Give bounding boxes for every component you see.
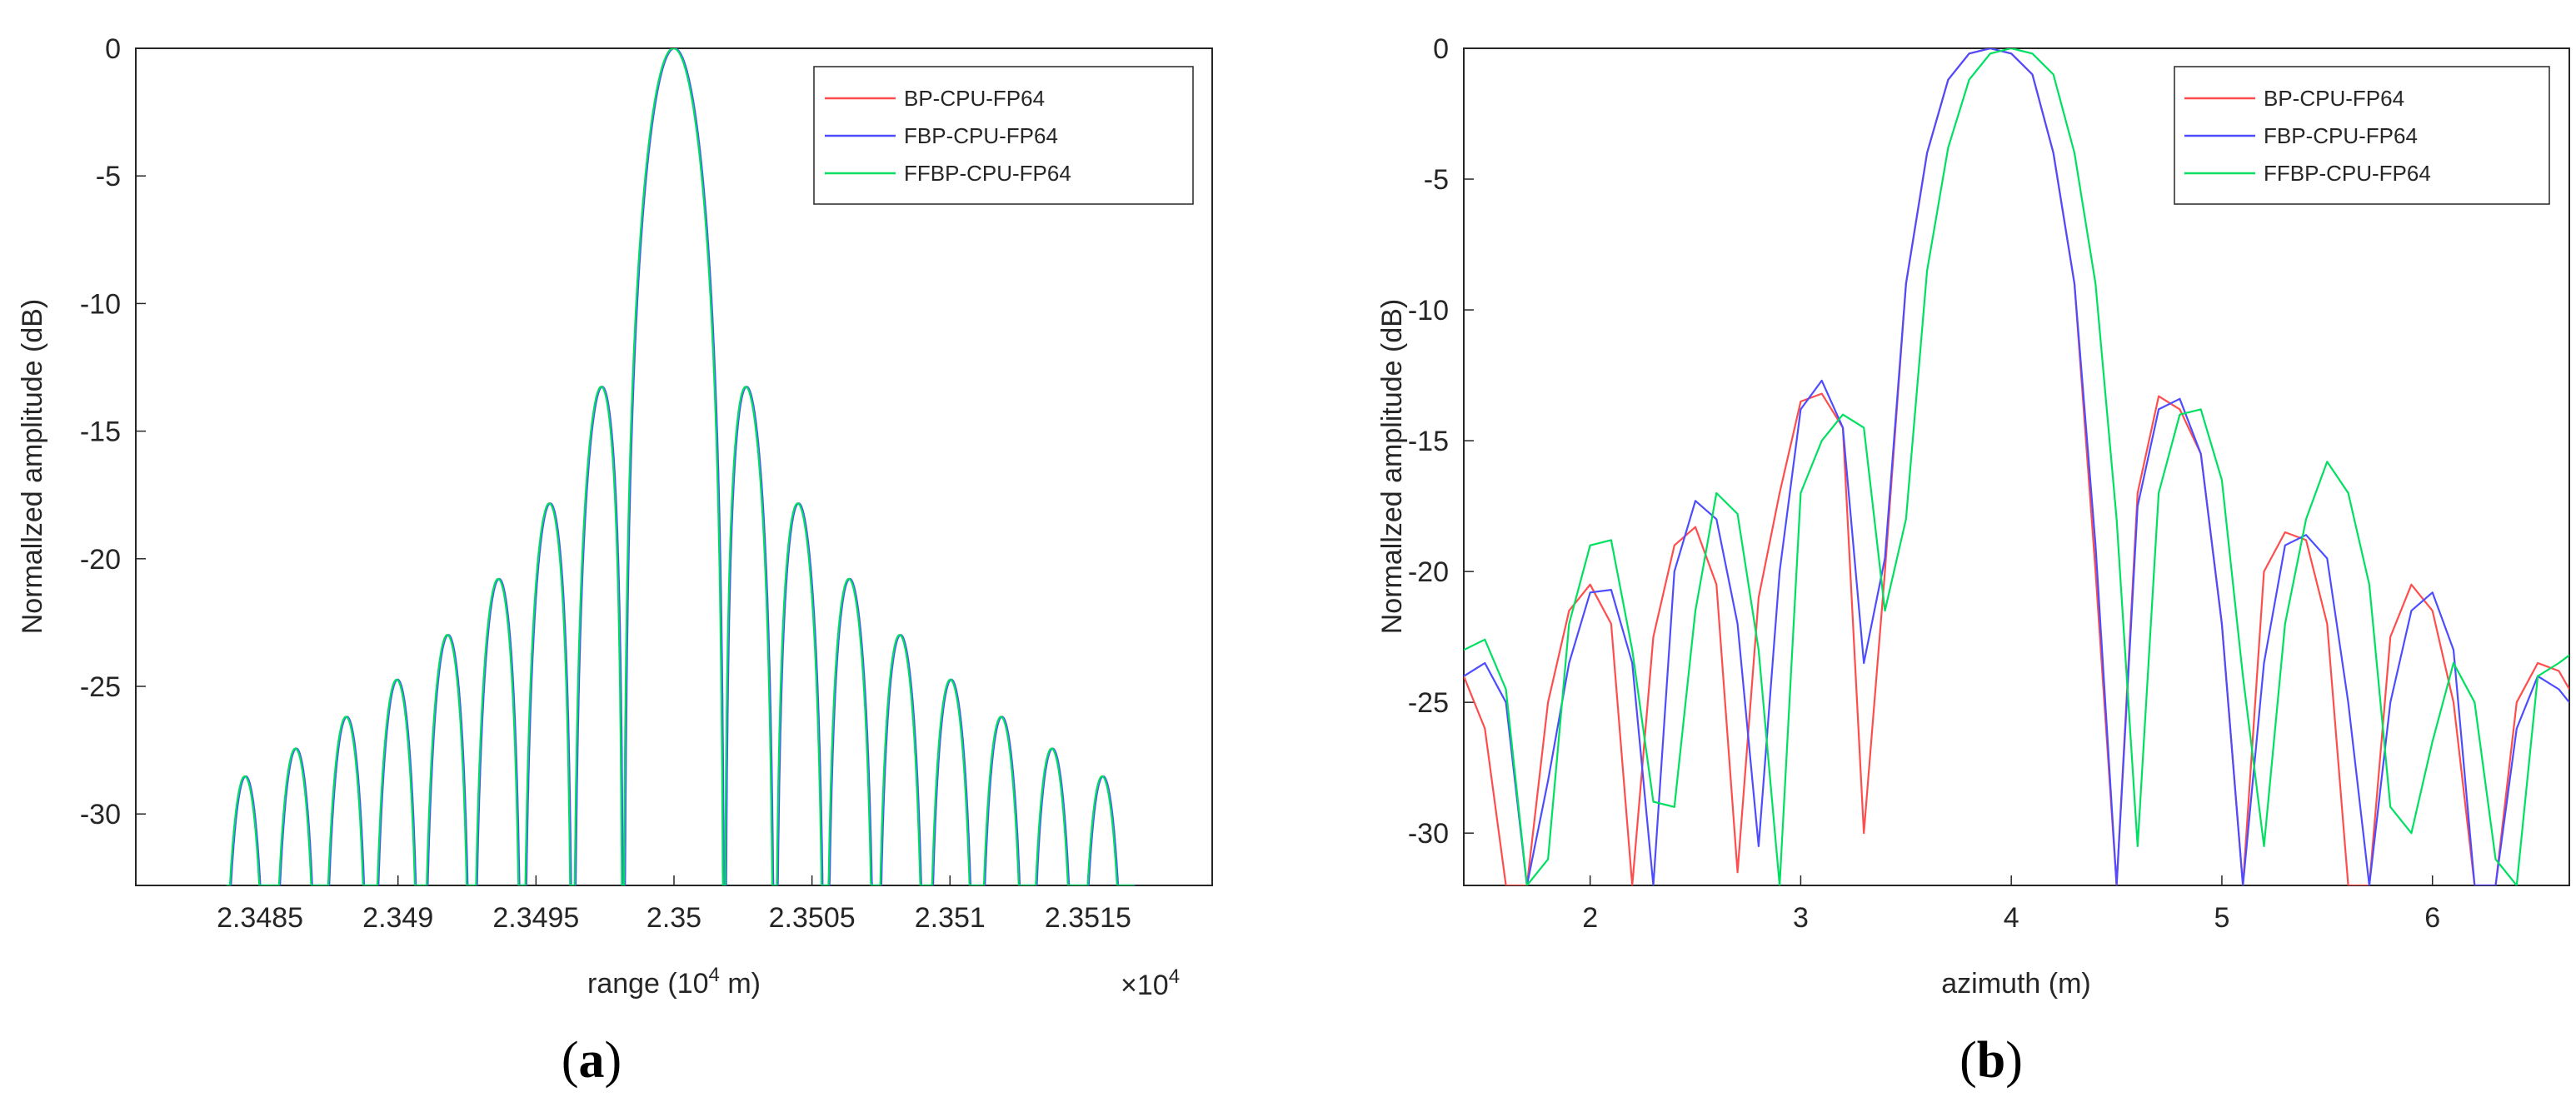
panel-a-x-multiplier: ×104	[1121, 965, 1180, 1001]
panel-b-lines	[1464, 48, 2569, 885]
panel-a-lines	[225, 48, 1136, 885]
panel-a-x-label-prefix: range (10	[587, 968, 709, 1000]
panel-a-x-tick-label: 2.3485	[217, 902, 303, 934]
panel-b-legend: BP-CPU-FP64 FBP-CPU-FP64 FFBP-CPU-FP64	[2174, 66, 2550, 205]
panel-a-y-tick-label: -25	[80, 671, 121, 703]
panel-b-y-tick-label: -25	[1408, 687, 1449, 719]
panel-b-y-tick-label: -10	[1408, 295, 1449, 327]
panel-b-series-ffbp-cpu-fp64	[1464, 48, 2569, 885]
panel-b-x-tick-label: 5	[2214, 902, 2229, 934]
panel-a-x-tick-label: 2.35	[646, 902, 701, 934]
panel-b-x-tick-label: 2	[1582, 902, 1598, 934]
panel-a-x-axis-label: range (104 m)	[587, 964, 761, 1000]
panel-a-legend: BP-CPU-FP64 FBP-CPU-FP64 FFBP-CPU-FP64	[813, 66, 1194, 205]
panel-a-ticks: 2.3485 2.349 2.3495 2.35 2.3505 2.351 2.3515 0 -…	[80, 33, 1131, 934]
panel-b-caption-close: )	[2005, 1032, 2023, 1089]
panel-a-x-tick-label: 2.3495	[492, 902, 579, 934]
panel-b-series-fbp-cpu-fp64	[1464, 48, 2569, 885]
panel-b-chart: 2 3 4 5 6 0 -5 -10 -15 -20 -25 -30 BP-CPU-FP64 FBP-…	[1376, 33, 2570, 1089]
panel-a-series-ffbp-cpu-fp64	[225, 48, 1136, 885]
panel-b-legend-label-bp: BP-CPU-FP64	[2264, 86, 2404, 111]
panel-a-x-tick-label: 2.349	[362, 902, 433, 934]
panel-a-y-tick-label: -5	[96, 161, 121, 192]
panel-b-y-axis-label: Normallzed amplitude (dB)	[1376, 299, 1408, 635]
panel-a-y-tick-label: -30	[80, 799, 121, 830]
panel-a-x-label-exponent: 4	[709, 964, 720, 986]
panel-a-x-label-suffix: m)	[720, 968, 761, 1000]
panel-b-legend-label-fbp: FBP-CPU-FP64	[2264, 123, 2418, 148]
panel-a-x-tick-label: 2.3515	[1045, 902, 1131, 934]
panel-a-legend-label-ffbp: FFBP-CPU-FP64	[904, 161, 1071, 186]
panel-a-y-tick-label: 0	[105, 33, 121, 65]
panel-b-legend-label-ffbp: FFBP-CPU-FP64	[2264, 161, 2431, 186]
panel-b-x-tick-label: 6	[2424, 902, 2440, 934]
panel-b-ticks: 2 3 4 5 6 0 -5 -10 -15 -20 -25 -30	[1408, 33, 2440, 934]
panel-b-y-tick-label: -20	[1408, 556, 1449, 588]
panel-a-y-tick-label: -20	[80, 544, 121, 576]
panel-a-y-tick-label: -10	[80, 288, 121, 320]
panel-a-x-tick-label: 2.3505	[769, 902, 856, 934]
panel-b-caption-open: (	[1959, 1032, 1977, 1089]
panel-a-x-multiplier-base: ×10	[1121, 970, 1169, 1001]
panel-b-caption: (b)	[1959, 1032, 2023, 1089]
panel-b-y-tick-label: 0	[1433, 33, 1449, 65]
panel-a-y-axis-label: Normallzed amplitude (dB)	[17, 299, 48, 635]
panel-b-x-tick-label: 3	[1793, 902, 1809, 934]
panel-a-chart: 2.3485 2.349 2.3495 2.35 2.3505 2.351 2.3515 0 -…	[17, 33, 1213, 1089]
panel-a-caption: (a)	[562, 1032, 622, 1089]
panel-a-x-tick-label: 2.351	[915, 902, 986, 934]
panel-b-y-tick-label: -5	[1424, 164, 1449, 196]
panel-a-x-multiplier-exponent: 4	[1169, 965, 1180, 988]
panel-a-y-tick-label: -15	[80, 416, 121, 448]
panel-b-y-tick-label: -15	[1408, 426, 1449, 457]
panel-a-legend-label-fbp: FBP-CPU-FP64	[904, 123, 1058, 148]
panel-b-caption-letter: b	[1977, 1032, 2005, 1089]
panel-b-x-tick-label: 4	[2004, 902, 2019, 934]
panel-b-y-tick-label: -30	[1408, 818, 1449, 850]
panel-a-caption-close: )	[605, 1032, 622, 1089]
panel-b-x-axis-label: azimuth (m)	[1941, 968, 2090, 1000]
panel-a-legend-label-bp: BP-CPU-FP64	[904, 86, 1045, 111]
panel-a-caption-letter: a	[579, 1032, 605, 1089]
panel-a-caption-open: (	[562, 1032, 579, 1089]
panel-a-series-fbp-cpu-fp64	[227, 48, 1136, 885]
